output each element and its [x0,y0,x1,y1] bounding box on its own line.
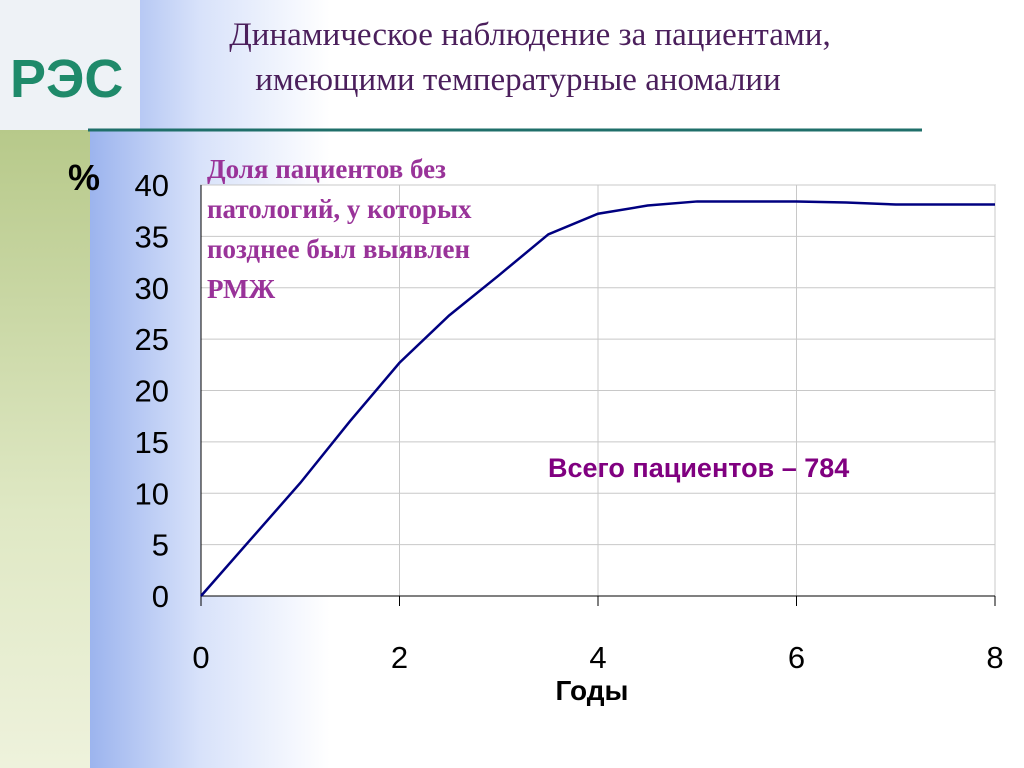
y-tick-label: 30 [135,271,169,306]
annotation: Всего пациентов – 784 [548,453,849,483]
x-tick-label: 0 [192,640,209,675]
x-axis-label: Годы [556,675,629,706]
annotation-line: позднее был выявлен [207,234,470,264]
y-tick-label: 35 [135,219,169,254]
logo: РЭС [10,49,123,109]
y-tick-label: 40 [135,168,169,203]
y-tick-label: 10 [135,476,169,511]
y-tick-label: 15 [135,425,169,460]
y-tick-label: 25 [135,322,169,357]
series-line [200,200,995,597]
x-tick-label: 6 [788,640,805,675]
title-line: имеющими температурные аномалии [255,62,781,98]
x-tick-label: 4 [589,640,606,675]
title-line: Динамическое наблюдение за пациентами, [229,17,830,53]
y-tick-label: 5 [152,528,169,563]
y-axis-label: % [68,157,100,198]
annotation-line: РМЖ [207,274,275,304]
y-tick-label: 20 [135,374,169,409]
background-strip [0,130,90,768]
logo-panel [0,0,140,130]
x-tick-label: 2 [391,640,408,675]
annotation-line: патологий, у которых [207,194,472,224]
annotation-line: Доля пациентов без [207,154,446,184]
y-tick-label: 0 [152,579,169,614]
x-tick-label: 8 [986,640,1003,675]
